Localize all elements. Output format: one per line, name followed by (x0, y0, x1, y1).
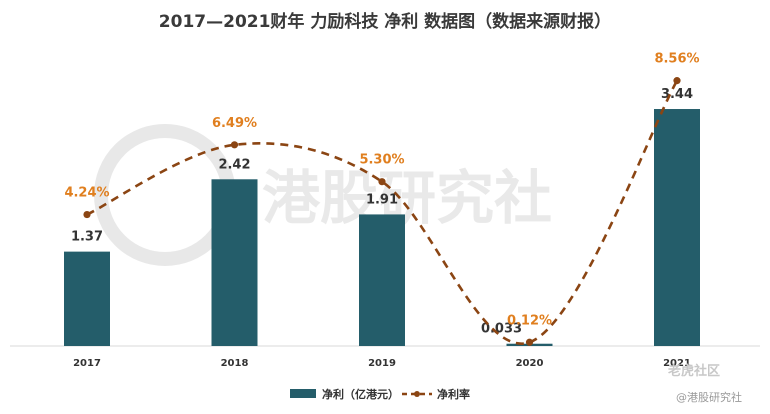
legend-line-label: 净利率 (437, 387, 470, 401)
bar-2019 (359, 214, 405, 346)
legend-bar-label: 净利（亿港元） (322, 387, 399, 401)
x-tick-labels: 2017 2018 2019 2020 2021 (73, 358, 691, 369)
x-tick-2020: 2020 (516, 358, 544, 369)
watermark-logo-icon (94, 124, 236, 266)
net-margin-label-2020: 0.12% (507, 313, 552, 328)
net-margin-points (83, 77, 681, 346)
net-margin-labels: 4.24% 6.49% 5.30% 0.12% 8.56% (64, 52, 699, 329)
legend-bar-swatch (290, 389, 316, 398)
net-margin-point-2021 (673, 77, 681, 85)
bar-2021 (654, 109, 700, 347)
net-margin-label-2018: 6.49% (212, 116, 257, 131)
legend: 净利（亿港元） 净利率 (290, 387, 470, 401)
net-margin-label-2019: 5.30% (359, 153, 404, 168)
credit-watermark: @港股研究社 (676, 390, 742, 404)
net-margin-label-2017: 4.24% (64, 186, 109, 201)
net-margin-point-2019 (378, 178, 386, 186)
bar-label-2019: 1.91 (366, 192, 398, 207)
bar-label-2021: 3.44 (661, 87, 693, 102)
watermark: 港股研究社 (94, 124, 552, 266)
net-margin-label-2021: 8.56% (654, 52, 699, 67)
net-margin-point-2018 (230, 141, 239, 149)
x-tick-2019: 2019 (368, 358, 396, 369)
corner-watermark: 老虎社区 (667, 363, 720, 379)
bar-label-2018: 2.42 (218, 157, 250, 172)
x-tick-2017: 2017 (73, 358, 101, 369)
x-tick-2021: 2021 (663, 358, 691, 369)
x-tick-2018: 2018 (221, 358, 249, 369)
net-margin-line (86, 80, 679, 345)
bar-2018 (211, 179, 258, 346)
net-margin-point-2017 (83, 210, 91, 219)
legend-line-marker (414, 391, 420, 397)
bar-label-2017: 1.37 (71, 230, 103, 245)
watermark-text: 港股研究社 (262, 164, 552, 232)
bar-2017 (64, 251, 110, 346)
chart-title: 2017—2021财年 力励科技 净利 数据图（数据来源财报） (159, 11, 611, 32)
bars-group (64, 109, 700, 347)
net-margin-point-2020 (525, 338, 534, 346)
bar-labels-group: 1.37 2.42 1.91 0.033 3.44 (71, 87, 693, 337)
bar-label-2020: 0.033 (481, 322, 522, 337)
